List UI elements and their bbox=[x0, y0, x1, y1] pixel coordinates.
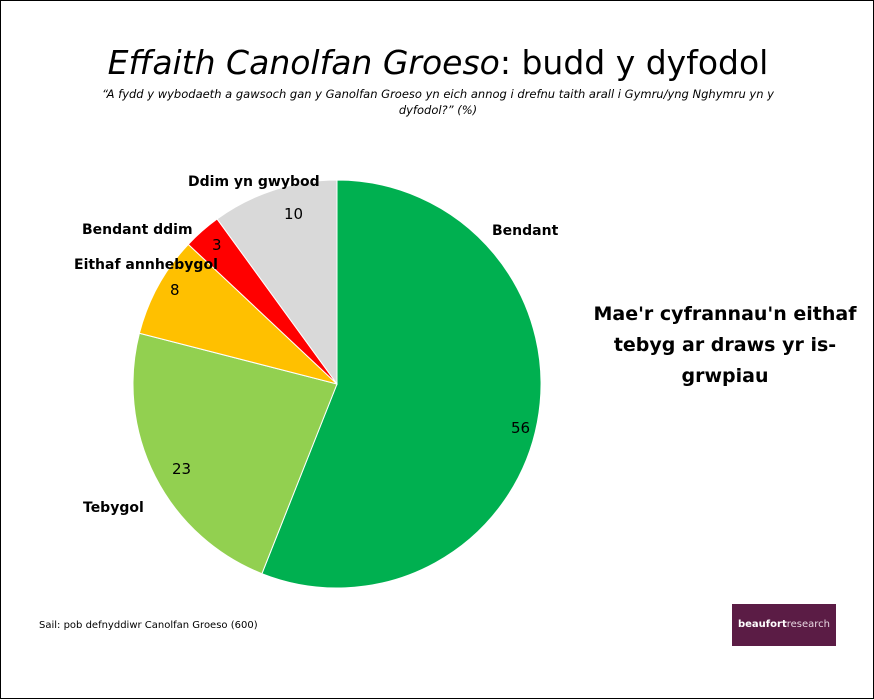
pie-slice-3 bbox=[138, 243, 338, 385]
title-regular-part: : budd y dyfodol bbox=[499, 43, 769, 82]
pie-slice-5 bbox=[216, 179, 338, 386]
pie-value-label-2: 23 bbox=[172, 460, 191, 478]
beaufort-research-logo: beaufortresearch bbox=[732, 604, 836, 646]
pie-slices bbox=[132, 179, 542, 589]
pie-value-label-3: 8 bbox=[170, 281, 180, 299]
pie-category-label-1: Bendant bbox=[492, 223, 559, 239]
pie-value-label-1: 56 bbox=[511, 419, 530, 437]
pie-category-label-5: Ddim yn gwybod bbox=[188, 174, 320, 190]
subtitle: “A fydd y wybodaeth a gawsoch gan y Gano… bbox=[102, 87, 774, 117]
logo-bold-text: beaufort bbox=[737, 619, 787, 630]
pie-data-labels: 56 23 8 3 10 bbox=[170, 205, 530, 478]
pie-value-label-4: 3 bbox=[212, 236, 222, 254]
pie-category-label-2: Tebygol bbox=[83, 500, 144, 516]
title-italic-part: Effaith Canolfan Groeso bbox=[107, 43, 500, 82]
pie-category-label-3: Eithaf annhebygol bbox=[74, 257, 218, 273]
page-title: Effaith Canolfan Groeso: budd y dyfodol bbox=[1, 43, 874, 83]
pie-category-label-4: Bendant ddim bbox=[82, 222, 193, 238]
pie-category-labels: Bendant Tebygol Eithaf annhebygol Bendant d… bbox=[74, 174, 559, 516]
logo-regular-text: research bbox=[786, 619, 830, 630]
summary-note: Mae'r cyfrannau'n eithaf tebyg ar draws … bbox=[593, 303, 857, 387]
pie-value-label-5: 10 bbox=[284, 205, 303, 223]
source-note: Sail: pob defnyddiwr Canolfan Groeso (60… bbox=[39, 620, 258, 631]
pie-slice-2 bbox=[132, 332, 338, 575]
pie-slice-1 bbox=[261, 179, 542, 589]
